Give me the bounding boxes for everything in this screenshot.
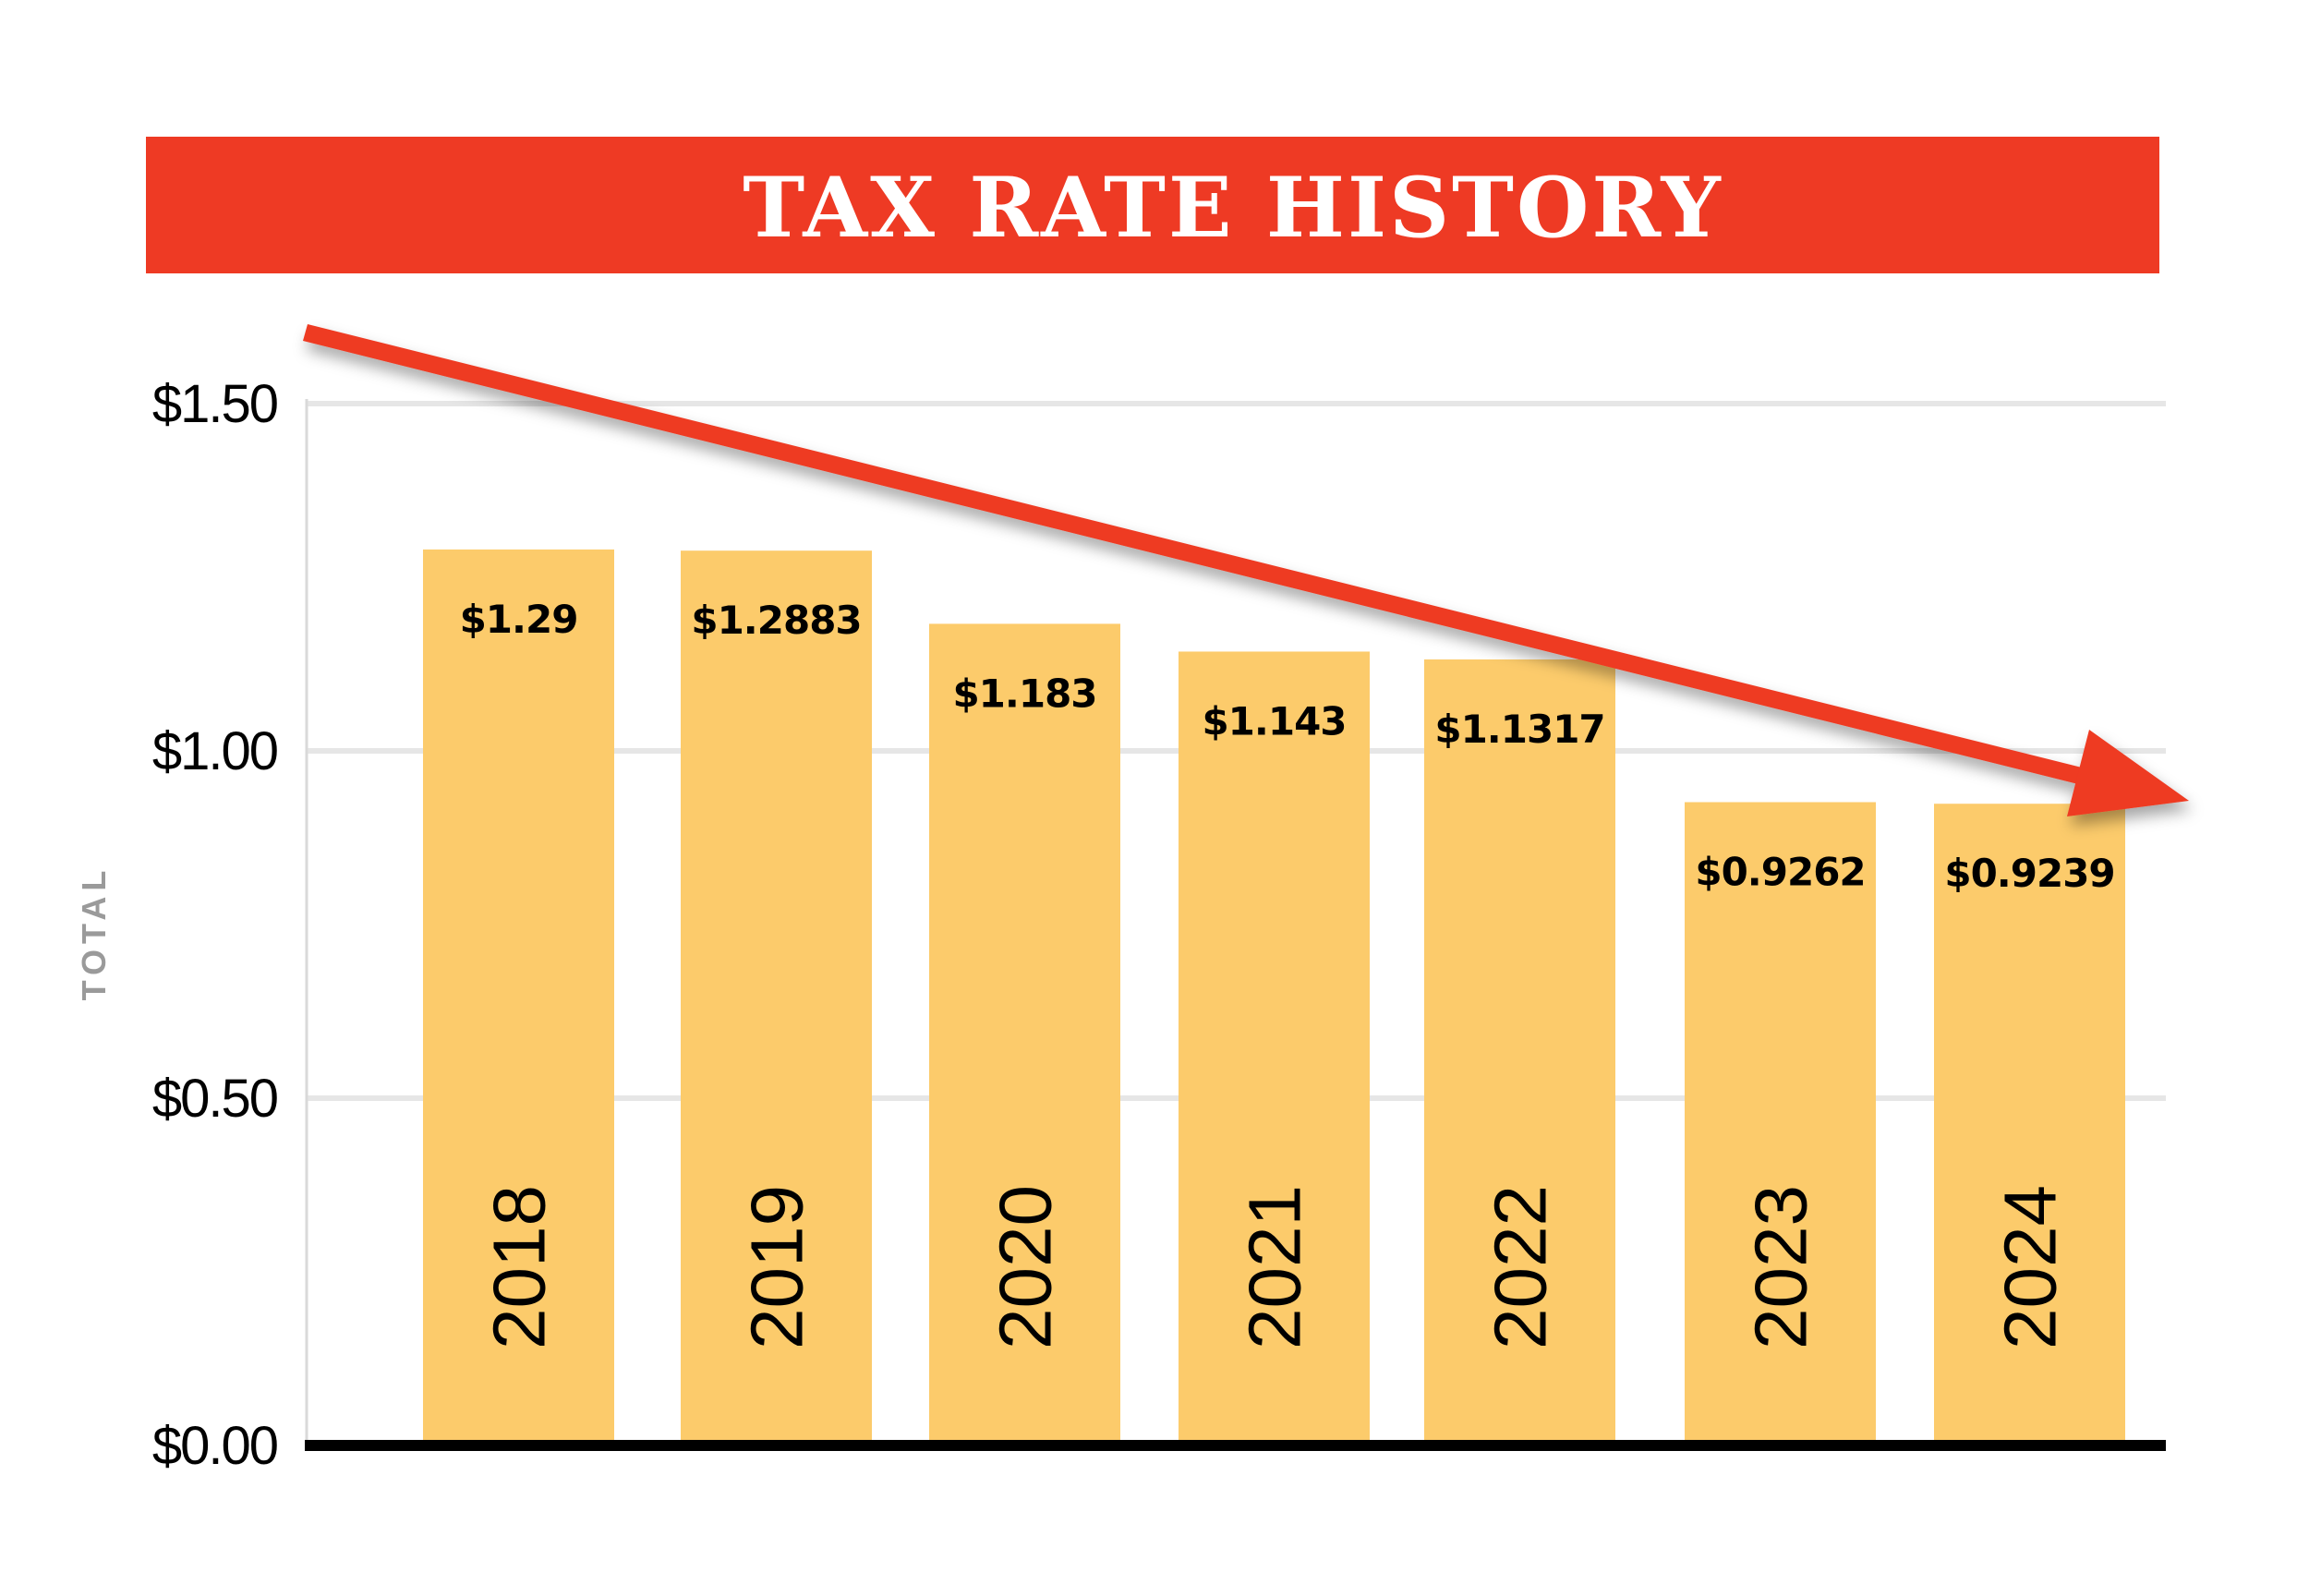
y-axis-ticks: $0.00 $0.50 $1.00 $1.50 <box>152 374 279 1476</box>
bar-2018 <box>423 549 614 1445</box>
title-banner <box>146 137 2159 273</box>
bar-2023 <box>1685 802 1876 1445</box>
trend-arrow <box>303 324 2189 816</box>
value-label-2021: $1.143 <box>1202 698 1346 744</box>
bar-2019 <box>681 550 872 1445</box>
value-label-2022: $1.1317 <box>1434 707 1604 752</box>
chart-title: TAX RATE HISTORY <box>743 159 1723 257</box>
bar-2024 <box>1934 804 2125 1445</box>
y-tick-label: $0.00 <box>152 1416 277 1476</box>
value-label-2018: $1.29 <box>460 597 578 642</box>
value-label-2020: $1.183 <box>952 671 1096 716</box>
trend-arrow-shaft <box>303 324 2089 786</box>
y-tick-label: $1.50 <box>152 374 277 434</box>
bar-2022 <box>1424 659 1615 1445</box>
y-axis-label: TOTAL <box>75 865 113 1001</box>
value-label-2019: $1.2883 <box>691 598 861 643</box>
y-tick-label: $1.00 <box>152 721 277 781</box>
category-label-2020: 2020 <box>985 1185 1067 1349</box>
bar-2020 <box>929 623 1120 1445</box>
category-label-2019: 2019 <box>736 1185 818 1349</box>
category-label-2018: 2018 <box>478 1185 561 1349</box>
category-label-2023: 2023 <box>1740 1185 1822 1349</box>
trend-arrow-head <box>2067 730 2189 816</box>
category-label-2024: 2024 <box>1989 1185 2072 1349</box>
y-tick-label: $0.50 <box>152 1069 277 1129</box>
bar-2021 <box>1179 651 1370 1445</box>
bars: $1.29 2018 $1.2883 2019 $1.183 2020 $1.143 2021… <box>423 549 2125 1445</box>
value-label-2023: $0.9262 <box>1695 849 1865 894</box>
category-label-2022: 2022 <box>1480 1185 1562 1349</box>
category-label-2021: 2021 <box>1234 1185 1316 1349</box>
value-label-2024: $0.9239 <box>1944 851 2114 896</box>
